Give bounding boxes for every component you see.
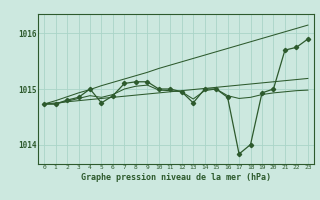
X-axis label: Graphe pression niveau de la mer (hPa): Graphe pression niveau de la mer (hPa) xyxy=(81,173,271,182)
